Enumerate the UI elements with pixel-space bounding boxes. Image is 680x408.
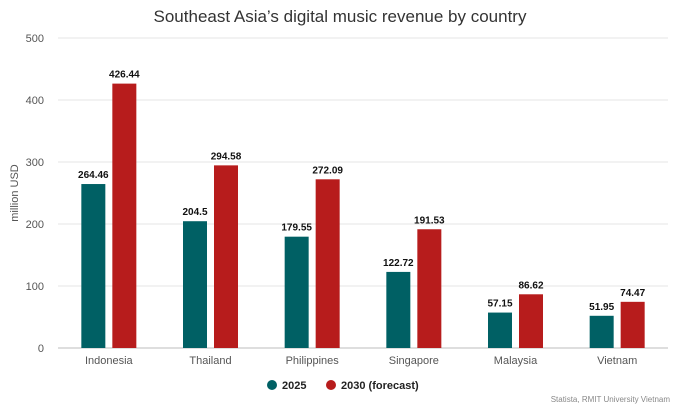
bars <box>81 83 645 348</box>
data-label: 426.44 <box>109 70 140 81</box>
data-label: 74.47 <box>620 288 645 299</box>
bar-2025 <box>81 184 106 348</box>
bar-2025 <box>183 221 207 348</box>
legend: 2025 2030 (forecast) <box>267 380 419 392</box>
data-label: 122.72 <box>383 258 414 269</box>
x-category-label: Malaysia <box>494 355 538 367</box>
x-category-label: Indonesia <box>85 355 134 367</box>
bar-2025 <box>386 271 411 348</box>
data-label: 57.15 <box>487 299 512 310</box>
data-label: 272.09 <box>312 165 343 176</box>
y-tick-label: 500 <box>26 33 44 45</box>
x-category-label: Vietnam <box>597 355 637 367</box>
legend-marker <box>326 380 336 390</box>
y-tick-label: 0 <box>38 343 44 355</box>
y-axis-label: million USD <box>9 164 21 222</box>
source-note: Statista, RMIT University Vietnam <box>551 395 671 404</box>
y-axis-ticks: 0 100 200 300 400 500 <box>26 33 44 355</box>
bar-2025 <box>488 312 512 348</box>
x-category-label: Singapore <box>389 355 439 367</box>
y-tick-label: 100 <box>26 281 44 293</box>
grid-lines <box>58 37 668 349</box>
y-tick-label: 400 <box>26 95 44 107</box>
data-label: 191.53 <box>414 215 445 226</box>
legend-label: 2030 (forecast) <box>341 380 419 392</box>
bar-2030-forecast <box>112 83 137 348</box>
x-category-label: Philippines <box>286 355 340 367</box>
bar-2030-forecast <box>315 179 340 348</box>
y-tick-label: 300 <box>26 157 44 169</box>
data-label: 86.62 <box>518 280 543 291</box>
y-tick-label: 200 <box>26 219 44 231</box>
data-labels: 264.46 426.44 204.5 294.58 179.55 272.09 122.7… <box>78 70 646 313</box>
chart-title: Southeast Asia’s digital music revenue b… <box>154 7 527 26</box>
bar-2030-forecast <box>519 294 543 348</box>
data-label: 51.95 <box>589 302 614 313</box>
x-axis-categories: Indonesia Thailand Philippines Singapore Mal… <box>85 355 637 367</box>
data-label: 204.5 <box>182 207 207 218</box>
bar-2030-forecast <box>214 165 238 348</box>
legend-marker <box>267 380 277 390</box>
x-category-label: Thailand <box>189 355 231 367</box>
data-label: 264.46 <box>78 170 109 181</box>
bar-2030-forecast <box>620 301 645 348</box>
bar-2030-forecast <box>417 229 442 348</box>
data-label: 294.58 <box>211 151 242 162</box>
bar-2025 <box>284 236 309 348</box>
bar-2025 <box>589 315 614 348</box>
data-label: 179.55 <box>281 223 312 234</box>
legend-label: 2025 <box>282 380 306 392</box>
